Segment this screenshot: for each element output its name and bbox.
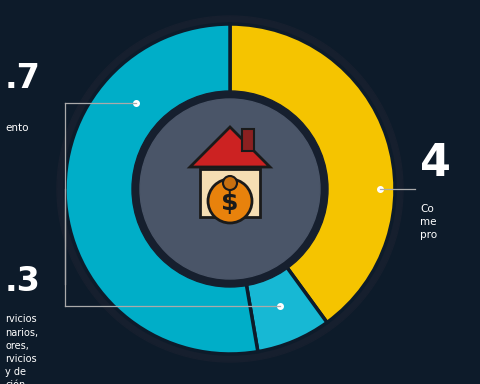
Circle shape: [132, 91, 328, 287]
Text: Co
me
pro: Co me pro: [420, 204, 437, 240]
Text: rvicios
narios,
ores,
rvicios
y de
ción: rvicios narios, ores, rvicios y de ción: [5, 314, 38, 384]
Bar: [242, 129, 254, 151]
Polygon shape: [190, 127, 270, 167]
Circle shape: [140, 99, 320, 279]
Text: 4: 4: [420, 142, 451, 185]
Circle shape: [223, 176, 237, 190]
Bar: [200, 169, 260, 217]
Text: ento: ento: [5, 123, 28, 133]
Circle shape: [57, 16, 403, 362]
Wedge shape: [65, 24, 258, 354]
Wedge shape: [245, 262, 327, 352]
Text: .7: .7: [5, 62, 41, 95]
Circle shape: [51, 10, 409, 368]
Wedge shape: [230, 24, 395, 323]
Text: $: $: [221, 191, 239, 215]
Text: .3: .3: [5, 265, 41, 298]
Circle shape: [208, 179, 252, 223]
